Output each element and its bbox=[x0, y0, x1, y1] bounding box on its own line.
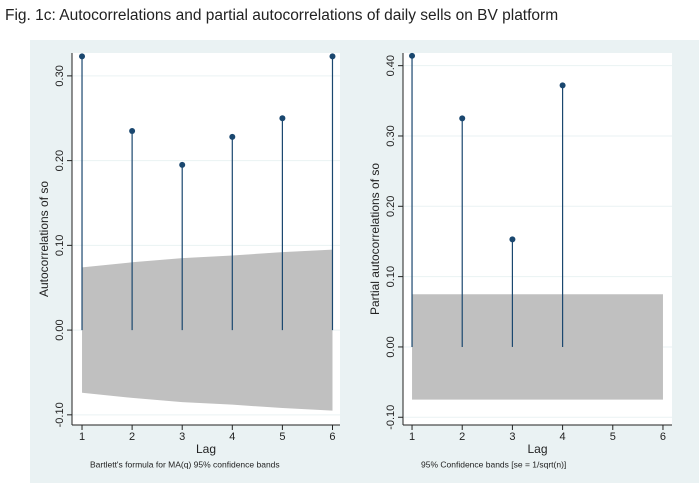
stem-dot bbox=[559, 82, 566, 89]
y-tick-label: 0.30 bbox=[385, 125, 397, 146]
stem-dot bbox=[509, 236, 516, 243]
note: 95% Confidence bands [se = 1/sqrt(n)] bbox=[421, 459, 566, 469]
stem-dot bbox=[129, 127, 136, 134]
confidence-band bbox=[412, 294, 663, 400]
y-tick-label: -0.10 bbox=[54, 402, 66, 427]
y-tick-label: 0.20 bbox=[385, 196, 397, 217]
x-tick-label: 5 bbox=[610, 431, 616, 443]
x-tick-label: 3 bbox=[509, 431, 515, 443]
stem-dot bbox=[329, 53, 336, 60]
x-tick-label: 2 bbox=[459, 431, 465, 443]
figure-title: Fig. 1c: Autocorrelations and partial au… bbox=[5, 7, 558, 24]
confidence-band bbox=[82, 249, 333, 411]
x-tick-label: 4 bbox=[560, 431, 566, 443]
y-tick-label: 0.40 bbox=[385, 55, 397, 76]
y-tick-label: 0.00 bbox=[385, 336, 397, 357]
y-tick-label: 0.10 bbox=[54, 235, 66, 256]
stem-dot bbox=[179, 161, 186, 168]
y-axis-title: Partial autocorrelations of so bbox=[368, 163, 382, 315]
y-tick-label: 0.10 bbox=[385, 266, 397, 287]
x-tick-label: 6 bbox=[660, 431, 666, 443]
x-tick-label: 1 bbox=[79, 431, 85, 443]
x-axis-title: Lag bbox=[196, 442, 216, 456]
x-tick-label: 2 bbox=[129, 431, 135, 443]
stem-dot bbox=[79, 53, 86, 60]
stem-dot bbox=[459, 115, 466, 122]
x-axis-title: Lag bbox=[527, 442, 547, 456]
y-tick-label: 0.20 bbox=[54, 150, 66, 171]
x-tick-label: 3 bbox=[179, 431, 185, 443]
x-tick-label: 1 bbox=[409, 431, 415, 443]
y-tick-label: 0.30 bbox=[54, 65, 66, 86]
stem-dot bbox=[229, 133, 236, 140]
y-axis-title: Autocorrelations of so bbox=[37, 181, 51, 297]
y-tick-label: 0.00 bbox=[54, 319, 66, 340]
y-tick-label: -0.10 bbox=[385, 405, 397, 430]
stem-dot bbox=[279, 115, 286, 122]
x-tick-label: 6 bbox=[329, 431, 335, 443]
stem-dot bbox=[409, 52, 416, 59]
x-tick-label: 4 bbox=[229, 431, 235, 443]
note: Bartlett's formula for MA(q) 95% confide… bbox=[90, 459, 280, 469]
x-tick-label: 5 bbox=[279, 431, 285, 443]
